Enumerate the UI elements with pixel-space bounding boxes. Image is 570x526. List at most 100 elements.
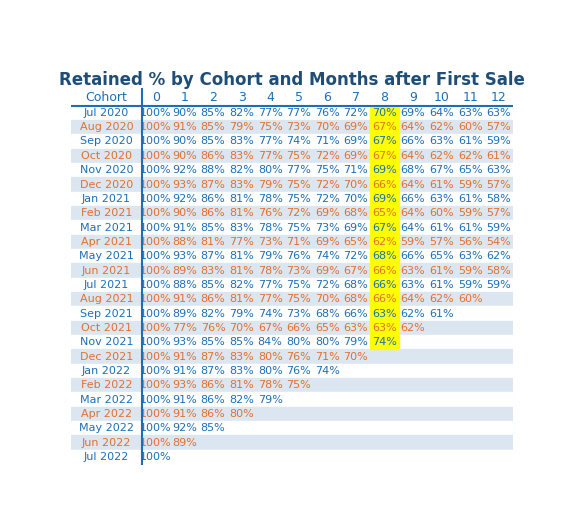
Text: 7: 7 xyxy=(352,91,360,104)
Text: Feb 2022: Feb 2022 xyxy=(81,380,132,390)
Text: May 2022: May 2022 xyxy=(79,423,134,433)
Text: 64%: 64% xyxy=(401,151,425,161)
Text: 81%: 81% xyxy=(229,380,254,390)
Text: 61%: 61% xyxy=(486,151,511,161)
Text: 5: 5 xyxy=(295,91,303,104)
Text: Jun 2022: Jun 2022 xyxy=(82,438,131,448)
Text: 12: 12 xyxy=(491,91,507,104)
Text: 77%: 77% xyxy=(172,323,197,333)
Text: 76%: 76% xyxy=(286,366,311,376)
Text: 57%: 57% xyxy=(486,122,511,132)
Text: 64%: 64% xyxy=(401,294,425,304)
Text: 92%: 92% xyxy=(172,423,197,433)
Text: 86%: 86% xyxy=(201,194,225,204)
Text: 71%: 71% xyxy=(315,136,340,147)
Text: 75%: 75% xyxy=(315,165,340,175)
Text: 90%: 90% xyxy=(172,151,197,161)
Text: 60%: 60% xyxy=(429,208,454,218)
Text: 67%: 67% xyxy=(344,266,368,276)
Text: 90%: 90% xyxy=(172,136,197,147)
Text: 63%: 63% xyxy=(458,251,482,261)
Text: 66%: 66% xyxy=(401,194,425,204)
Text: 82%: 82% xyxy=(229,394,254,404)
Text: 58%: 58% xyxy=(486,266,511,276)
Bar xyxy=(71,206,513,220)
Bar xyxy=(71,436,513,450)
Text: 100%: 100% xyxy=(140,394,172,404)
Text: 87%: 87% xyxy=(201,366,226,376)
Text: 59%: 59% xyxy=(486,136,511,147)
Text: 61%: 61% xyxy=(458,194,482,204)
Text: 83%: 83% xyxy=(229,151,254,161)
Text: Aug 2020: Aug 2020 xyxy=(80,122,133,132)
Text: 86%: 86% xyxy=(201,409,225,419)
Bar xyxy=(71,378,513,392)
Bar xyxy=(71,191,513,206)
Text: 91%: 91% xyxy=(172,409,197,419)
Text: 87%: 87% xyxy=(201,351,226,361)
Text: 86%: 86% xyxy=(201,151,225,161)
Text: 89%: 89% xyxy=(172,309,197,319)
Text: 75%: 75% xyxy=(286,280,311,290)
Text: 66%: 66% xyxy=(372,294,397,304)
Text: 84%: 84% xyxy=(258,337,283,347)
Text: 83%: 83% xyxy=(229,136,254,147)
Text: Dec 2021: Dec 2021 xyxy=(80,351,133,361)
Bar xyxy=(370,306,399,321)
Text: 74%: 74% xyxy=(315,251,340,261)
Text: 70%: 70% xyxy=(315,294,340,304)
Text: 67%: 67% xyxy=(372,222,397,232)
Text: 100%: 100% xyxy=(140,351,172,361)
Text: 62%: 62% xyxy=(429,122,454,132)
Text: 61%: 61% xyxy=(429,222,454,232)
Text: 83%: 83% xyxy=(229,351,254,361)
Bar xyxy=(370,220,399,235)
Text: 8: 8 xyxy=(380,91,388,104)
Text: 100%: 100% xyxy=(140,251,172,261)
Text: 57%: 57% xyxy=(429,237,454,247)
Text: 100%: 100% xyxy=(140,294,172,304)
Text: 61%: 61% xyxy=(458,222,482,232)
Bar xyxy=(71,220,513,235)
Text: 67%: 67% xyxy=(372,122,397,132)
Text: 79%: 79% xyxy=(258,179,283,189)
Text: 62%: 62% xyxy=(458,151,483,161)
Text: 54%: 54% xyxy=(486,237,511,247)
Text: 83%: 83% xyxy=(229,366,254,376)
Text: 88%: 88% xyxy=(201,165,226,175)
Text: 91%: 91% xyxy=(172,222,197,232)
Text: 86%: 86% xyxy=(201,394,225,404)
Bar xyxy=(71,278,513,292)
Bar xyxy=(370,206,399,220)
Text: 87%: 87% xyxy=(201,251,226,261)
Text: 68%: 68% xyxy=(344,294,368,304)
Text: 63%: 63% xyxy=(429,194,454,204)
Bar xyxy=(370,292,399,306)
Text: 70%: 70% xyxy=(344,194,368,204)
Text: 80%: 80% xyxy=(258,351,283,361)
Text: Retained % by Cohort and Months after First Sale: Retained % by Cohort and Months after Fi… xyxy=(59,72,525,89)
Text: Aug 2021: Aug 2021 xyxy=(80,294,133,304)
Text: 61%: 61% xyxy=(429,309,454,319)
Text: 59%: 59% xyxy=(458,266,483,276)
Text: 69%: 69% xyxy=(372,194,397,204)
Text: Dec 2020: Dec 2020 xyxy=(80,179,133,189)
Text: 82%: 82% xyxy=(229,108,254,118)
Text: 70%: 70% xyxy=(372,108,397,118)
Text: Nov 2020: Nov 2020 xyxy=(80,165,133,175)
Text: 75%: 75% xyxy=(286,294,311,304)
Text: Jan 2021: Jan 2021 xyxy=(82,194,131,204)
Text: 67%: 67% xyxy=(429,165,454,175)
Text: 81%: 81% xyxy=(201,237,225,247)
Text: 58%: 58% xyxy=(486,194,511,204)
Text: 4: 4 xyxy=(266,91,274,104)
Text: 69%: 69% xyxy=(372,165,397,175)
Text: Mar 2021: Mar 2021 xyxy=(80,222,133,232)
Text: 82%: 82% xyxy=(229,165,254,175)
Text: 66%: 66% xyxy=(401,136,425,147)
Text: 81%: 81% xyxy=(229,266,254,276)
Text: 100%: 100% xyxy=(140,366,172,376)
Text: 75%: 75% xyxy=(286,151,311,161)
Text: 60%: 60% xyxy=(458,122,482,132)
Text: Jun 2021: Jun 2021 xyxy=(82,266,131,276)
